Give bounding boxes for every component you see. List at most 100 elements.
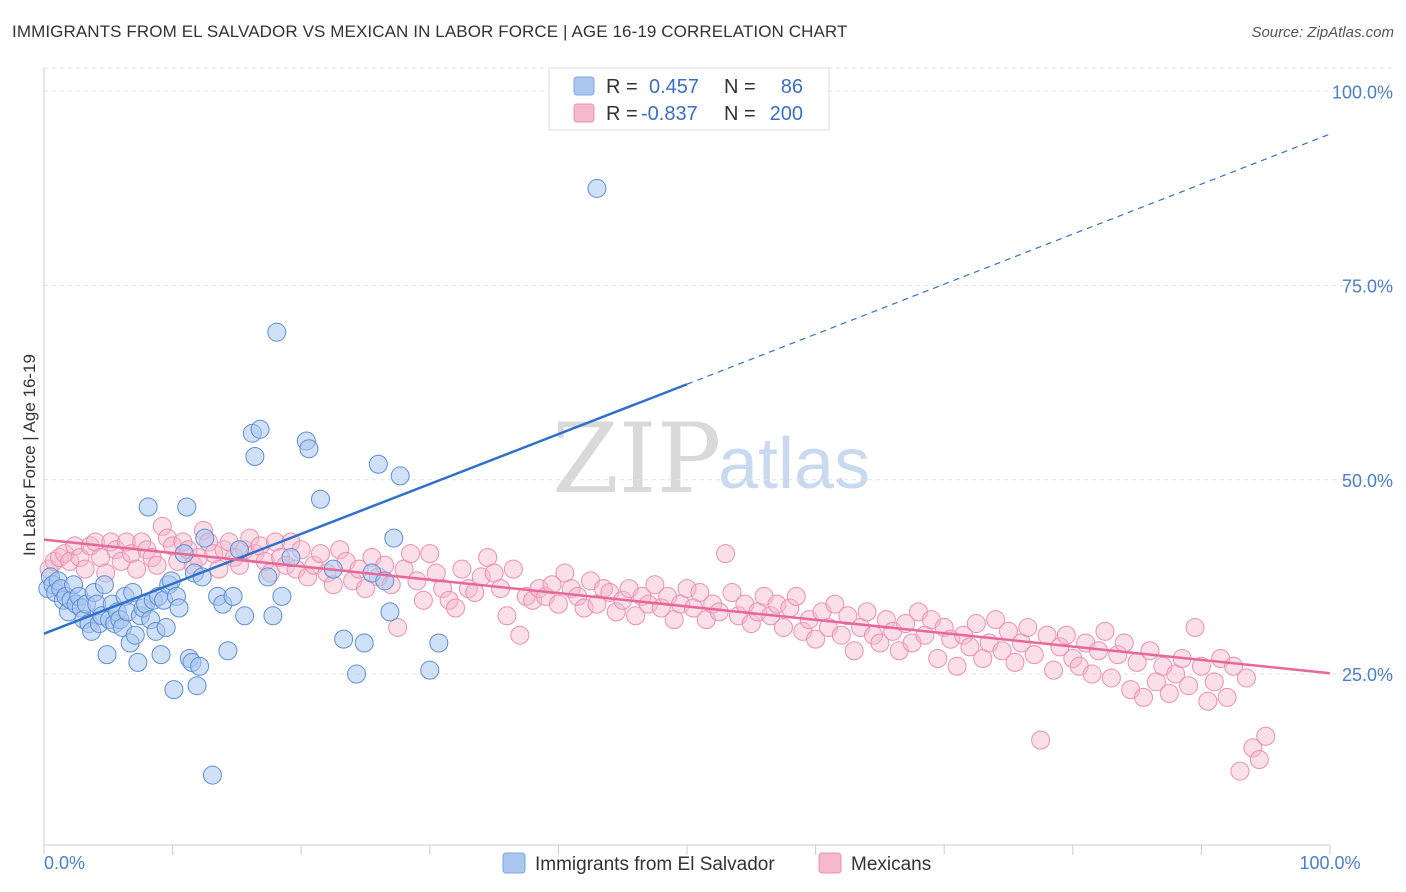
- legend-n-label-blue: N =: [724, 76, 756, 98]
- mexicans-point-115: [716, 544, 736, 564]
- mexicans-point-17: [127, 559, 147, 579]
- mexicans-point-187: [1179, 676, 1199, 696]
- el-salvador-point-35: [128, 652, 148, 672]
- watermark: ZIP atlas: [552, 403, 870, 515]
- el-salvador-point-34: [125, 625, 145, 645]
- mexicans-point-137: [857, 602, 877, 622]
- mexicans-point-104: [645, 575, 665, 595]
- mexicans-point-160: [1005, 652, 1025, 672]
- series-legend-swatch-blue: [502, 852, 526, 874]
- mexicans-point-133: [831, 625, 851, 645]
- el-salvador-point-80: [334, 629, 354, 649]
- mexicans-point-168: [1056, 625, 1076, 645]
- source-label: Source: ZipAtlas.com: [1251, 24, 1394, 41]
- series-legend-label-blue: Immigrants from El Salvador: [535, 854, 775, 875]
- mexicans-point-193: [1217, 687, 1237, 707]
- watermark-zip: ZIP: [552, 403, 721, 515]
- grid: [44, 67, 1392, 675]
- mexicans-point-162: [1018, 617, 1038, 637]
- mexicans-point-172: [1082, 664, 1102, 684]
- mexicans-point-169: [1063, 649, 1083, 669]
- el-salvador-point-88: [390, 466, 410, 486]
- mexicans-point-191: [1204, 672, 1224, 692]
- el-salvador-point-72: [263, 606, 283, 626]
- mexicans-point-181: [1140, 641, 1160, 661]
- mexicans-point-129: [806, 629, 826, 649]
- x-tick-label-max: 100.0%: [1299, 853, 1360, 873]
- mexicans-point-116: [722, 582, 742, 602]
- mexicans-point-98: [606, 602, 626, 622]
- el-salvador-point-67: [235, 606, 255, 626]
- mexicans-point-189: [1191, 656, 1211, 676]
- el-salvador-point-87: [384, 528, 404, 548]
- mexicans-point-52: [310, 544, 330, 564]
- mexicans-point-88: [542, 575, 562, 595]
- mexicans-point-134: [838, 606, 858, 626]
- x-ticks: [43, 845, 1331, 855]
- legend-swatch-blue: [573, 76, 595, 96]
- mexicans-point-198: [1249, 750, 1269, 770]
- el-salvador-point-57: [187, 676, 207, 696]
- el-salvador-point-70: [250, 419, 270, 439]
- stats-legend-frame: [548, 67, 830, 131]
- mexicans-point-184: [1159, 683, 1179, 703]
- series-legend: Immigrants from El Salvador Mexicans: [502, 852, 931, 875]
- el-salvador-point-39: [138, 497, 158, 517]
- legend-r-label-pink: R =: [606, 103, 638, 125]
- watermark-atlas: atlas: [718, 424, 870, 504]
- mexicans-point-73: [446, 598, 466, 618]
- mexicans-point-2: [49, 548, 69, 568]
- el-salvador-point-84: [368, 454, 388, 474]
- legend-n-label-pink: N =: [724, 103, 756, 125]
- legend-r-value-pink: -0.837: [641, 103, 698, 125]
- mexicans-point-157: [986, 610, 1006, 630]
- legend-swatch-pink: [573, 103, 595, 123]
- mexicans-point-175: [1101, 668, 1121, 688]
- mexicans-point-139: [870, 633, 890, 653]
- el-salvador-point-81: [346, 664, 366, 684]
- mexicans-point-135: [844, 641, 864, 661]
- el-salvador-point-53: [177, 497, 197, 517]
- mexicans-point-74: [452, 559, 472, 579]
- el-salvador-points: [38, 178, 607, 785]
- mexicans-point-195: [1230, 761, 1250, 781]
- el-salvador-point-58: [190, 656, 210, 676]
- el-salvador-point-89: [420, 660, 440, 680]
- el-salvador-point-46: [156, 617, 176, 637]
- legend-r-value-blue: 0.457: [649, 76, 699, 98]
- mexicans-point-197: [1243, 738, 1263, 758]
- mexicans-point-126: [786, 586, 806, 606]
- mexicans-point-55: [330, 540, 350, 560]
- mexicans-point-7: [75, 559, 95, 579]
- y-tick-label-25: 25.0%: [1342, 665, 1393, 685]
- mexicans-point-22: [152, 516, 172, 536]
- mexicans-point-64: [388, 617, 408, 637]
- mexicans-point-13: [106, 540, 126, 560]
- el-salvador-point-73: [267, 322, 287, 342]
- el-salvador-point-77: [299, 439, 319, 459]
- mexicans-point-148: [928, 649, 948, 669]
- el-salvador-point-71: [258, 567, 278, 587]
- el-salvador-point-60: [195, 528, 215, 548]
- el-salvador-point-61: [202, 765, 222, 785]
- mexicans-point-10: [91, 548, 111, 568]
- mexicans-point-93: [574, 598, 594, 618]
- mexicans-point-69: [420, 544, 440, 564]
- mexicans-point-196: [1236, 668, 1256, 688]
- el-salvador-point-91: [587, 178, 607, 198]
- mexicans-point-166: [1044, 660, 1064, 680]
- mexicans-point-14: [111, 551, 131, 571]
- mexicans-point-83: [510, 625, 530, 645]
- el-salvador-point-49: [164, 680, 184, 700]
- mexicans-point-89: [548, 594, 568, 614]
- chart-title: IMMIGRANTS FROM EL SALVADOR VS MEXICAN I…: [12, 22, 848, 41]
- mexicans-point-177: [1114, 633, 1134, 653]
- mexicans-point-66: [401, 544, 421, 564]
- mexicans-point-163: [1024, 645, 1044, 665]
- y-tick-labels: 25.0% 50.0% 75.0% 100.0%: [1332, 82, 1393, 685]
- el-salvador-point-65: [223, 586, 243, 606]
- mexicans-point-119: [741, 614, 761, 634]
- el-salvador-point-51: [169, 598, 189, 618]
- mexicans-point-190: [1198, 691, 1218, 711]
